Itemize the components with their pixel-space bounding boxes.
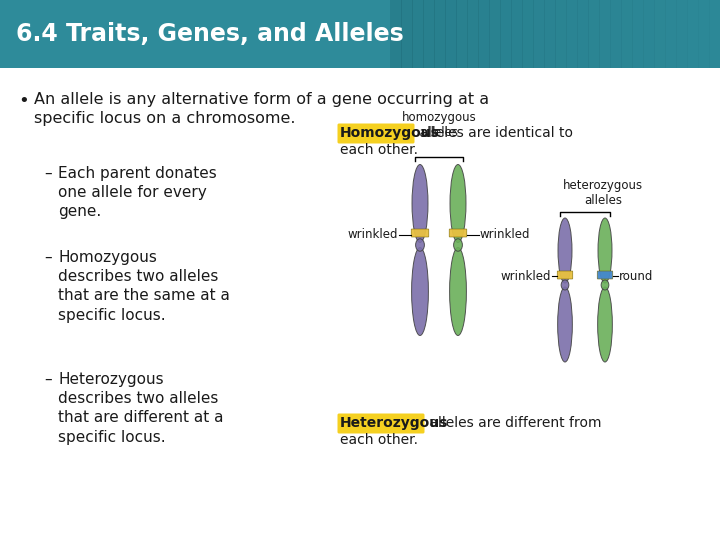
FancyBboxPatch shape <box>338 124 415 144</box>
FancyBboxPatch shape <box>478 0 490 68</box>
Text: –: – <box>44 166 52 181</box>
FancyBboxPatch shape <box>489 0 501 68</box>
FancyBboxPatch shape <box>566 0 578 68</box>
FancyBboxPatch shape <box>411 229 429 237</box>
FancyBboxPatch shape <box>412 0 424 68</box>
Text: wrinkled: wrinkled <box>480 228 531 241</box>
FancyBboxPatch shape <box>621 0 633 68</box>
FancyBboxPatch shape <box>665 0 677 68</box>
Text: Homozygous: Homozygous <box>340 126 440 140</box>
Text: Each parent donates
one allele for every
gene.: Each parent donates one allele for every… <box>58 166 217 219</box>
Ellipse shape <box>412 247 428 335</box>
FancyBboxPatch shape <box>597 271 613 279</box>
Ellipse shape <box>561 280 569 290</box>
Text: –: – <box>44 372 52 387</box>
FancyBboxPatch shape <box>390 0 402 68</box>
Text: each other.: each other. <box>340 143 418 157</box>
FancyBboxPatch shape <box>445 0 457 68</box>
FancyBboxPatch shape <box>643 0 655 68</box>
Text: Heterozygous
describes two alleles
that are different at a
specific locus.: Heterozygous describes two alleles that … <box>58 372 223 444</box>
FancyBboxPatch shape <box>557 271 573 279</box>
Ellipse shape <box>558 287 572 362</box>
Ellipse shape <box>601 280 609 290</box>
FancyBboxPatch shape <box>0 0 720 68</box>
Ellipse shape <box>412 165 428 242</box>
FancyBboxPatch shape <box>588 0 600 68</box>
FancyBboxPatch shape <box>401 0 413 68</box>
Text: –: – <box>44 250 52 265</box>
FancyBboxPatch shape <box>632 0 644 68</box>
FancyBboxPatch shape <box>533 0 545 68</box>
FancyBboxPatch shape <box>500 0 512 68</box>
FancyBboxPatch shape <box>577 0 589 68</box>
Text: alleles are different from: alleles are different from <box>425 416 601 430</box>
Ellipse shape <box>415 239 424 251</box>
FancyBboxPatch shape <box>434 0 446 68</box>
FancyBboxPatch shape <box>423 0 435 68</box>
FancyBboxPatch shape <box>599 0 611 68</box>
Ellipse shape <box>450 165 466 242</box>
Text: round: round <box>619 269 653 282</box>
Text: An allele is any alternative form of a gene occurring at a
specific locus on a c: An allele is any alternative form of a g… <box>34 92 489 126</box>
FancyBboxPatch shape <box>544 0 556 68</box>
Text: homozygous
alleles: homozygous alleles <box>402 111 477 139</box>
Ellipse shape <box>558 218 572 283</box>
Text: wrinkled: wrinkled <box>500 269 551 282</box>
Text: 6.4 Traits, Genes, and Alleles: 6.4 Traits, Genes, and Alleles <box>16 22 404 46</box>
Ellipse shape <box>598 287 612 362</box>
Text: heterozygous
alleles: heterozygous alleles <box>563 179 643 207</box>
Text: wrinkled: wrinkled <box>348 228 398 241</box>
FancyBboxPatch shape <box>338 414 425 434</box>
Text: alleles are identical to: alleles are identical to <box>415 126 573 140</box>
Ellipse shape <box>454 239 462 251</box>
Text: Homozygous
describes two alleles
that are the same at a
specific locus.: Homozygous describes two alleles that ar… <box>58 250 230 322</box>
Text: •: • <box>18 92 29 110</box>
Text: Heterozygous: Heterozygous <box>340 416 449 430</box>
Ellipse shape <box>449 247 467 335</box>
FancyBboxPatch shape <box>555 0 567 68</box>
Text: each other.: each other. <box>340 433 418 447</box>
FancyBboxPatch shape <box>456 0 468 68</box>
FancyBboxPatch shape <box>654 0 666 68</box>
FancyBboxPatch shape <box>449 229 467 237</box>
Ellipse shape <box>598 218 612 283</box>
FancyBboxPatch shape <box>511 0 523 68</box>
FancyBboxPatch shape <box>610 0 622 68</box>
FancyBboxPatch shape <box>467 0 479 68</box>
FancyBboxPatch shape <box>522 0 534 68</box>
